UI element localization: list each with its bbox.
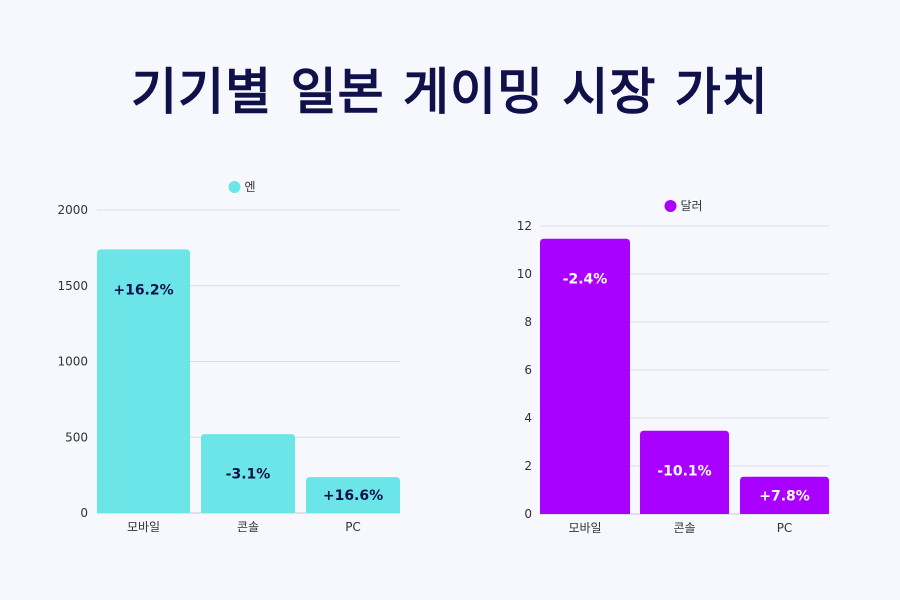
bar (306, 477, 400, 513)
bar (97, 249, 190, 513)
data-label: -3.1% (226, 467, 271, 483)
legend-label: 달러 (681, 199, 703, 213)
bar (740, 476, 829, 514)
x-tick-label: PC (777, 521, 793, 535)
y-tick-label: 1500 (57, 279, 88, 293)
y-tick-label: 6 (524, 363, 532, 377)
data-label: -10.1% (657, 464, 711, 480)
data-label: +7.8% (759, 488, 810, 504)
bar (201, 434, 295, 513)
x-tick-label: 콘솔 (673, 521, 695, 535)
bar (640, 430, 729, 514)
y-tick-label: 1000 (57, 355, 88, 369)
y-tick-label: 2000 (57, 203, 88, 217)
legend-swatch (664, 200, 677, 212)
y-tick-label: 0 (524, 507, 532, 521)
chart-title: 기기별 일본 게이밍 시장 가치 (131, 63, 769, 121)
x-tick-label: 모바일 (127, 520, 160, 534)
x-tick-label: 모바일 (568, 521, 601, 535)
legend-swatch (228, 181, 241, 193)
y-tick-label: 500 (65, 430, 88, 444)
bar (540, 238, 630, 514)
x-tick-label: PC (345, 520, 361, 534)
x-tick-label: 콘솔 (237, 520, 259, 534)
y-tick-label: 2 (524, 459, 532, 473)
y-tick-label: 4 (524, 411, 532, 425)
legend-label: 엔 (245, 180, 256, 194)
y-tick-label: 8 (524, 315, 532, 329)
data-label: +16.2% (113, 282, 173, 298)
y-tick-label: 12 (517, 219, 532, 233)
data-label: -2.4% (563, 272, 608, 288)
y-tick-label: 10 (517, 267, 532, 281)
y-tick-label: 0 (80, 506, 88, 520)
data-label: +16.6% (323, 488, 383, 504)
